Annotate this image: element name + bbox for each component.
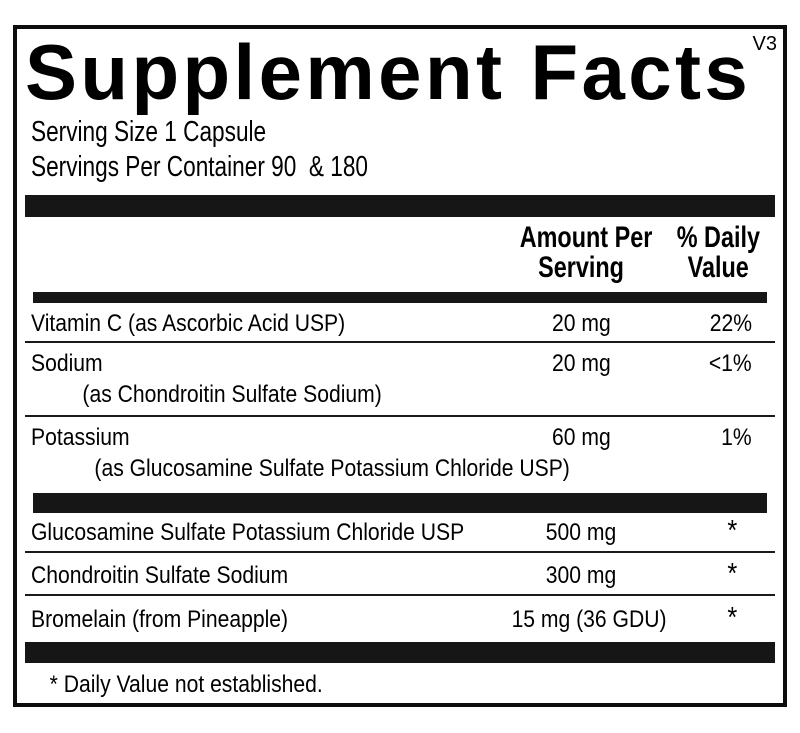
header-spacer [31, 223, 501, 283]
nutrient-name: Potassium [31, 424, 130, 451]
table-row: Glucosamine Sulfate Potassium Chloride U… [25, 513, 775, 553]
table-row: Potassium 60 mg 1% (as Glucosamine Sulfa… [25, 417, 775, 491]
nutrient-daily-value: 22% [709, 310, 752, 337]
section-divider-bar-bottom [25, 642, 775, 663]
daily-value-asterisk: * [727, 515, 737, 547]
amount-column-header: Amount Per Serving [519, 221, 653, 284]
column-header-row: Amount Per Serving % Daily Value [25, 223, 775, 283]
serving-info: Serving Size 1 Capsule Servings Per Cont… [31, 115, 783, 185]
ingredient-name: Glucosamine Sulfate Potassium Chloride U… [31, 519, 465, 546]
ingredient-amount: 300 mg [545, 562, 617, 589]
serving-size-line: Serving Size 1 Capsule [31, 116, 267, 148]
header-divider-bar [33, 292, 767, 303]
proprietary-ingredients-section: Glucosamine Sulfate Potassium Chloride U… [25, 513, 775, 639]
nutrient-name: Vitamin C (as Ascorbic Acid USP) [31, 310, 346, 337]
table-row: Sodium 20 mg <1% (as Chondroitin Sulfate… [25, 343, 775, 417]
section-divider-bar-top [25, 195, 775, 217]
ingredient-name: Bromelain (from Pineapple) [31, 606, 289, 633]
table-row: Chondroitin Sulfate Sodium 300 mg * [25, 553, 775, 596]
nutrient-name: Sodium [31, 350, 103, 377]
supplement-facts-panel: Supplement Facts V3 Serving Size 1 Capsu… [13, 25, 787, 707]
nutrient-daily-value: <1% [709, 350, 752, 377]
nutrient-daily-value: 1% [721, 424, 752, 451]
section-divider-bar-middle [33, 493, 767, 513]
table-row: Bromelain (from Pineapple) 15 mg (36 GDU… [25, 596, 775, 639]
daily-value-column-header: % Daily Value [676, 221, 760, 284]
nutrient-amount: 20 mg [551, 350, 611, 377]
facts-table: Amount Per Serving % Daily Value Vitamin… [25, 223, 775, 639]
daily-value-asterisk: * [727, 602, 737, 634]
ingredient-name: Chondroitin Sulfate Sodium [31, 562, 289, 589]
nutrient-amount: 60 mg [551, 424, 611, 451]
version-tag: V3 [752, 33, 777, 55]
ingredient-amount: 15 mg (36 GDU) [511, 606, 667, 633]
ingredient-amount: 500 mg [545, 519, 617, 546]
nutrient-source-note: (as Glucosamine Sulfate Potassium Chlori… [94, 455, 570, 482]
servings-per-container-line: Servings Per Container 90 & 180 [31, 151, 368, 183]
panel-title: Supplement Facts [25, 28, 752, 116]
daily-value-footnote: * Daily Value not established. [49, 671, 323, 698]
title-row: Supplement Facts V3 [17, 29, 783, 115]
nutrient-source-note: (as Chondroitin Sulfate Sodium) [82, 381, 382, 408]
daily-value-asterisk: * [727, 558, 737, 590]
nutrient-amount: 20 mg [551, 310, 611, 337]
table-row: Vitamin C (as Ascorbic Acid USP) 20 mg 2… [25, 303, 775, 343]
